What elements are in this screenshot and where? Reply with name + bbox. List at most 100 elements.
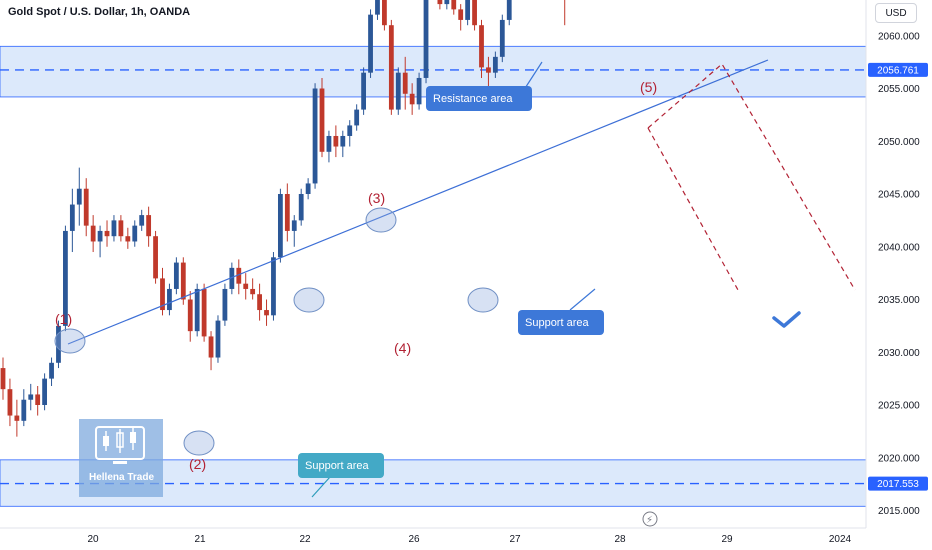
candle-body [125,236,131,242]
time-tick-label: 26 [408,534,420,545]
candle-body [291,220,297,231]
candle-body [63,230,68,326]
candle-body [201,288,207,337]
wave-label-4: (4) [394,340,411,356]
watermark-candle-1-body [103,436,109,446]
trendline[interactable] [67,59,769,345]
candle-body [90,225,96,242]
checkmark-icon [772,311,801,328]
price-tick-label: 2040.000 [878,242,920,253]
price-tick-label: 2015.000 [878,506,920,517]
support-callout-lower-box [298,453,384,478]
candle-body [180,262,186,300]
lightning-glyph: ⚡ [646,515,653,526]
candle-body [229,267,235,289]
candle-body [472,0,477,26]
price-tick-label: 2035.000 [878,295,920,306]
lightning-icon [642,511,658,527]
price-tick-label: 2030.000 [878,348,920,359]
time-tick-label: 29 [721,534,733,545]
hellena-trade-watermark: Hellena Trade [79,419,163,497]
candles-layer [0,0,566,437]
time-axis[interactable]: 20 21 22 26 27 28 29 2024 [0,527,866,545]
watermark-candle-2-body [116,432,124,448]
candle-body [118,220,124,237]
candle-body [298,194,304,221]
candle-body [28,394,34,400]
wave-label-3: (3) [368,190,385,206]
candle-body [451,0,457,10]
candle-body [21,399,27,421]
support-callout-upper-pointer [569,288,596,311]
price-tick-label: 2060.000 [878,31,920,42]
candle-body [236,267,242,284]
support-callout-upper-box [518,310,604,335]
projection-path-near [647,127,739,291]
support-touch-marker-1 [293,287,325,313]
candle-body [402,72,408,94]
candle-body [492,56,498,73]
candle-body [35,394,41,405]
candle-body [173,262,179,289]
watermark-text: Hellena Trade [89,472,154,483]
support-touch-marker-2 [467,287,499,313]
candle-body [499,19,505,57]
candle-body [465,0,471,20]
watermark-candle-3-body [130,432,136,443]
candle-body [187,299,193,332]
candle-body [354,109,360,126]
candle-body [284,194,290,231]
support-callout-lower-pointer [311,476,331,498]
watermark-stand-icon [113,461,127,464]
candle-body [69,204,75,231]
resistance-callout[interactable]: Resistance area [426,61,543,111]
candle-body [271,257,276,316]
wave-3-marker [365,207,397,233]
price-tag-label-2: 2056.761 [877,65,919,76]
candle-body [42,378,48,405]
candle-body [361,72,367,110]
price-tag-2 [868,62,928,77]
candle-body [83,188,89,226]
candle-body [243,283,249,289]
candle-body [388,25,394,110]
resistance-callout-label: Resistance area [433,93,513,105]
time-tick-label: 21 [194,534,206,545]
candle-body [416,77,422,105]
candle-body [326,135,332,152]
candle-body [333,135,339,147]
candle-body [208,336,214,358]
price-tick-label: 2050.000 [878,137,920,148]
wave-1-marker [54,328,86,354]
candle-body [97,230,103,242]
candle-body [486,67,491,73]
candle-body [395,72,401,110]
candle-body [7,389,13,416]
candle-body [194,288,200,332]
candle-body [340,135,346,147]
support-callout-upper[interactable]: Support area [518,288,604,335]
candle-body [222,288,228,321]
price-tick-label: 2045.000 [878,190,920,201]
price-axis[interactable]: 2015.000 2020.000 2025.000 2030.000 2035.000… [865,0,932,550]
candle-body [250,288,256,295]
event-marker[interactable]: ⚡ [642,511,658,527]
candle-body [382,0,387,26]
support-callout-upper-label: Support area [525,317,589,329]
candle-body [167,288,172,311]
candle-body [257,294,262,311]
resistance-callout-box [426,86,532,111]
drawings-layer: (1) (2) (3) (4) (5) Resistance area Supp… [54,59,856,527]
candle-body [153,236,158,279]
watermark-monitor-icon [95,426,145,460]
candle-body [132,225,138,242]
candle-body [104,230,110,237]
candle-body [215,320,221,358]
support-callout-lower[interactable]: Support area [298,453,384,498]
candle-body [506,0,512,20]
currency-selector[interactable]: USD [875,3,917,23]
symbol-title: Gold Spot / U.S. Dollar, 1h, OANDA [8,6,191,18]
wave-label-2: (2) [189,456,206,472]
